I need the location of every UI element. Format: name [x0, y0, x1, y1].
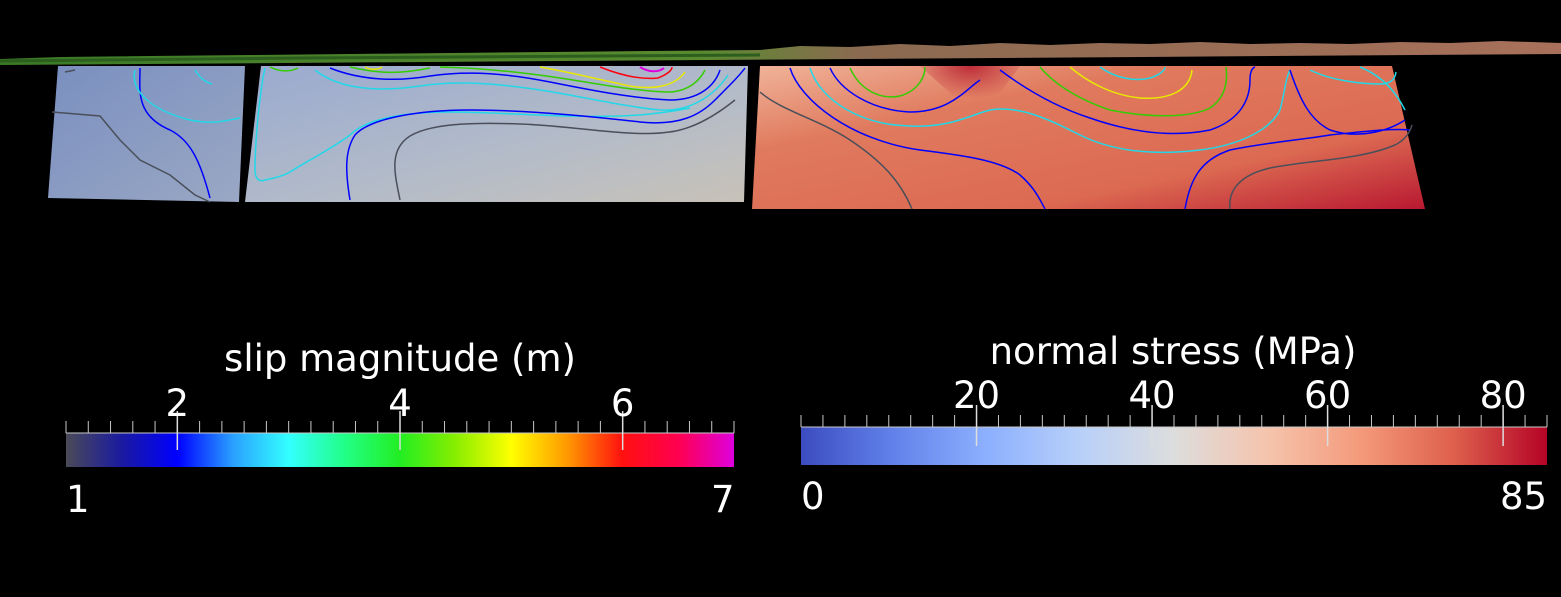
slip-colorbar-title: slip magnitude (m) — [224, 337, 576, 380]
stress-panel — [752, 66, 1425, 210]
slip-tick-label: 4 — [388, 382, 412, 425]
normal-stress-colorbar — [800, 405, 1548, 465]
stress-tick-label: 20 — [952, 374, 1001, 417]
slip-colorbar-ticks — [65, 411, 735, 450]
stress-tick-label: 80 — [1479, 374, 1527, 417]
stress-tick-label: 40 — [1128, 374, 1176, 417]
terrain-strip — [0, 41, 1561, 65]
slip-magnitude-colorbar — [65, 411, 735, 467]
stress-colorbar-title: normal stress (MPa) — [989, 330, 1357, 373]
slip-colorbar-max-label: 7 — [711, 478, 735, 521]
stress-colorbar-ticks — [800, 405, 1548, 446]
stress-colorbar-gradient — [801, 427, 1547, 465]
slip-panel-a — [48, 66, 245, 203]
slip-tick-label: 6 — [610, 382, 635, 425]
stress-colorbar-max-label: 85 — [1500, 475, 1548, 518]
slip-colorbar-min-label: 1 — [66, 478, 90, 521]
stress-colorbar-min-label: 0 — [801, 475, 825, 518]
slip-tick-label: 2 — [165, 382, 190, 425]
slip-panel-b — [245, 66, 748, 202]
stress-tick-label: 60 — [1304, 374, 1352, 417]
